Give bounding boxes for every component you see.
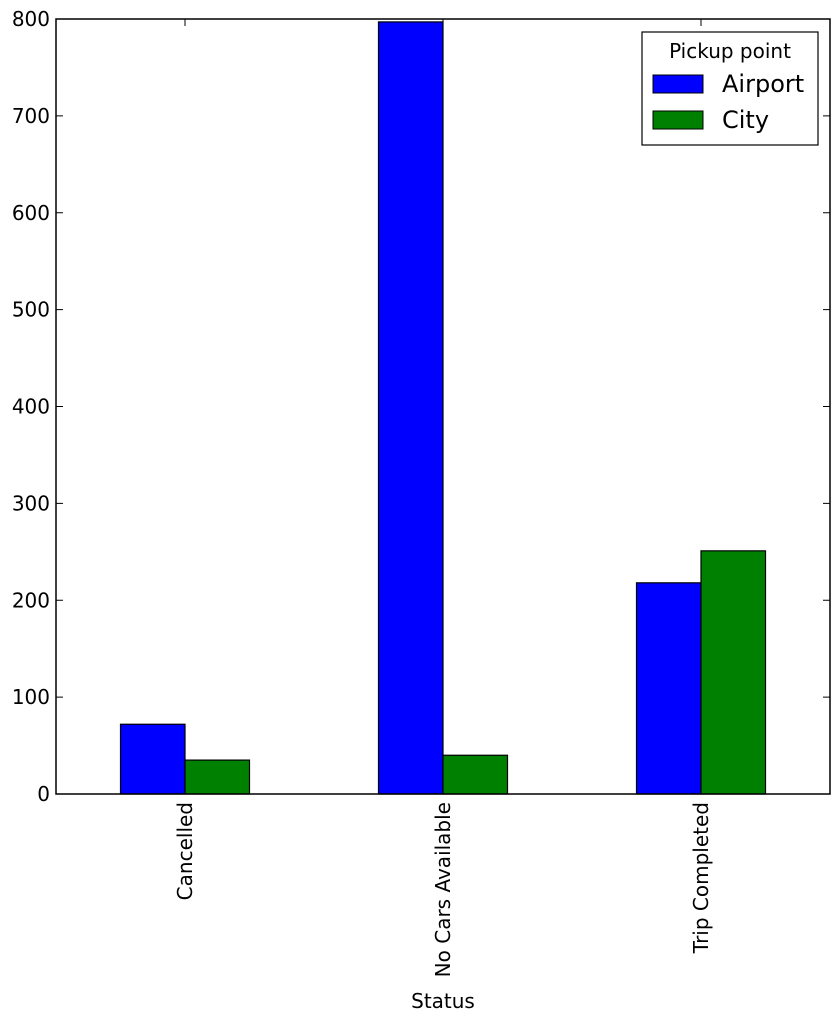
- y-tick-label: 300: [12, 491, 50, 515]
- legend: Pickup point Airport City: [641, 31, 819, 146]
- x-tick-label: No Cars Available: [431, 802, 455, 977]
- y-tick-label: 0: [37, 782, 50, 806]
- bar-airport-no-cars-available: [377, 21, 444, 795]
- bar-airport-trip-completed: [635, 582, 702, 795]
- legend-swatch-airport: [652, 74, 704, 94]
- x-tick-label: Cancelled: [173, 802, 197, 900]
- legend-items: Airport City: [652, 70, 804, 134]
- bar-city-cancelled: [184, 759, 251, 795]
- x-tick-labels: Cancelled No Cars Available Trip Completed: [173, 802, 713, 977]
- legend-swatch-city: [652, 110, 704, 130]
- y-tick-label: 200: [12, 588, 50, 612]
- y-tick-label: 600: [12, 201, 50, 225]
- y-tick-label: 700: [12, 104, 50, 128]
- bar-city-trip-completed: [700, 550, 767, 795]
- y-tick-label: 400: [12, 395, 50, 419]
- ticks-layer: [56, 18, 830, 795]
- y-tick-label: 100: [12, 685, 50, 709]
- legend-label-airport: Airport: [722, 70, 804, 98]
- y-tick-label: 500: [12, 298, 50, 322]
- bar-city-no-cars-available: [442, 754, 509, 795]
- bar-airport-cancelled: [119, 723, 186, 795]
- bars-layer: [119, 21, 767, 795]
- legend-label-city: City: [722, 106, 769, 134]
- x-tick-label: Trip Completed: [689, 802, 713, 954]
- legend-title: Pickup point: [669, 39, 791, 63]
- y-tick-label: 800: [12, 7, 50, 31]
- x-axis-label: Status: [411, 989, 475, 1013]
- y-tick-labels: 0 100 200 300 400 500 600 700 800: [12, 7, 50, 806]
